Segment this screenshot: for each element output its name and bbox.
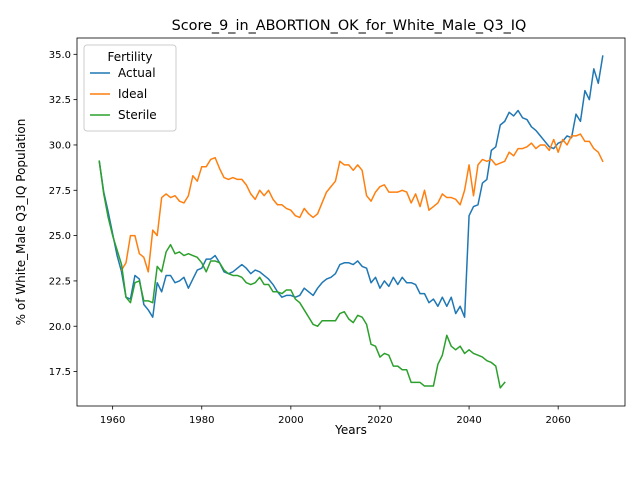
legend: Fertility Actual Ideal Sterile bbox=[83, 44, 177, 132]
series-line-actual bbox=[98, 55, 604, 318]
x-axis-label: Years bbox=[334, 423, 367, 437]
x-tick-label: 1980 bbox=[189, 415, 214, 426]
legend-label-actual: Actual bbox=[118, 66, 156, 80]
axes-frame bbox=[76, 37, 626, 407]
series-line-ideal bbox=[120, 133, 604, 273]
y-axis-label: % of White_Male Q3_IQ Population bbox=[14, 119, 28, 326]
y-tick-label: 27.5 bbox=[49, 186, 71, 197]
legend-label-sterile: Sterile bbox=[118, 108, 157, 122]
y-tick-label: 20.0 bbox=[49, 322, 71, 333]
x-tick-label: 2040 bbox=[456, 415, 481, 426]
plot-area bbox=[76, 37, 626, 407]
x-tick-label: 1960 bbox=[100, 415, 125, 426]
legend-frame bbox=[83, 44, 177, 132]
y-tick-label: 32.5 bbox=[49, 95, 71, 106]
x-axis: 1960 1980 2000 2020 2040 2060 bbox=[100, 406, 571, 426]
legend-label-ideal: Ideal bbox=[118, 87, 147, 101]
x-tick-label: 2060 bbox=[545, 415, 570, 426]
series-line-sterile bbox=[98, 160, 506, 389]
y-axis: 17.5 20.0 22.5 25.0 27.5 30.0 32.5 35.0 bbox=[49, 50, 77, 378]
y-tick-label: 35.0 bbox=[49, 50, 71, 61]
x-tick-label: 2020 bbox=[367, 415, 392, 426]
legend-items: Actual Ideal Sterile bbox=[90, 66, 157, 122]
y-tick-label: 22.5 bbox=[49, 277, 71, 288]
y-tick-label: 30.0 bbox=[49, 141, 71, 152]
legend-title: Fertility bbox=[107, 50, 152, 64]
series-layer bbox=[98, 55, 604, 389]
y-tick-label: 25.0 bbox=[49, 231, 71, 242]
x-tick-label: 2000 bbox=[278, 415, 303, 426]
y-tick-label: 17.5 bbox=[49, 367, 71, 378]
chart-title: Score_9_in_ABORTION_OK_for_White_Male_Q3… bbox=[172, 18, 527, 34]
